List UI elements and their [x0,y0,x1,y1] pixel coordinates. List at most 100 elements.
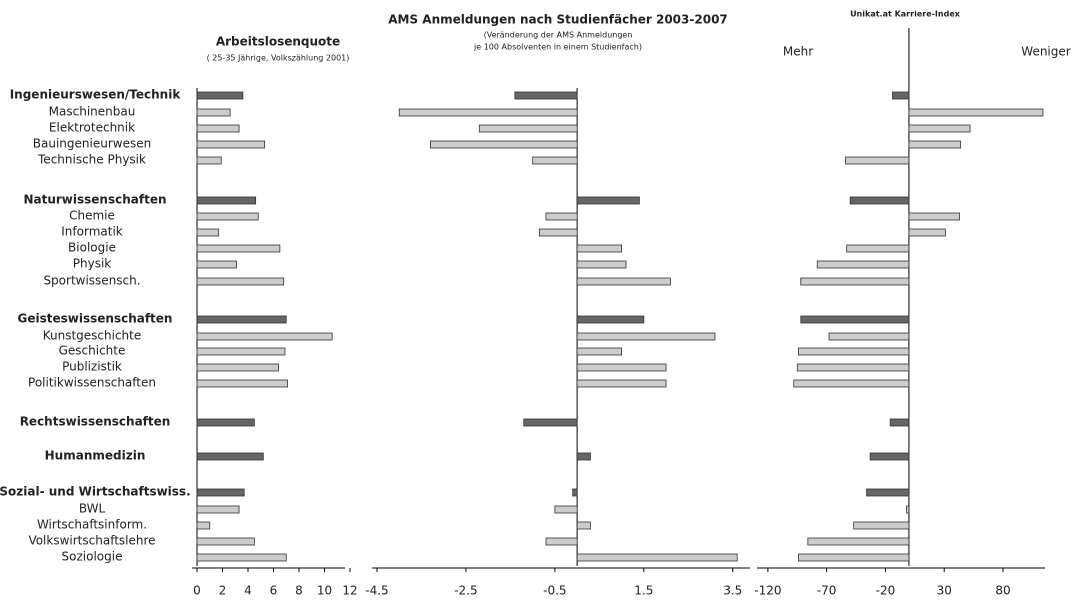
bar [196,537,255,546]
bar [196,140,265,149]
bar [798,347,910,356]
bar [196,521,211,530]
category-label: Volkswirtschaftslehre [28,534,155,548]
bar [196,505,240,514]
bar [849,196,910,205]
category-label: Geschichte [59,344,126,358]
category-label: BWL [79,502,106,516]
bar [196,418,255,427]
bar [576,363,667,372]
category-label: Biologie [68,241,116,255]
bar [793,379,910,388]
x-tick-label: -70 [817,584,837,598]
x-tick-label: -4.5 [365,584,388,598]
panel-subtitle: (Veränderung der AMS Anmeldungen [484,31,633,40]
bar [908,140,962,149]
bar [196,196,257,205]
category-label: Soziologie [62,550,123,564]
bar [538,228,578,237]
bar [554,505,578,514]
bar [523,418,578,427]
bar [816,260,910,269]
x-tick-label: -0.5 [543,584,566,598]
bar [196,315,287,324]
bar [196,124,240,133]
bar [196,332,333,341]
bar [576,244,622,253]
bar [478,124,578,133]
bar [196,553,287,562]
bar [196,363,279,372]
x-tick-label: -20 [876,584,896,598]
x-tick-label: 4 [244,584,252,598]
category-label: Elektrotechnik [49,121,135,135]
bar [576,347,622,356]
bar [576,277,671,286]
bar [576,260,627,269]
category-label: Politikwissenschaften [28,376,156,390]
x-tick-label: 3.5 [723,584,742,598]
bar [398,108,578,117]
bar [853,521,910,530]
x-tick-label: 80 [995,584,1010,598]
side-label: Mehr [783,45,813,59]
panel-title: Unikat.at Karriere-Index [850,10,961,19]
x-tick-label: 30 [937,584,952,598]
bar [828,332,910,341]
x-tick-label: -2.5 [454,584,477,598]
bar [908,124,971,133]
bar [196,228,220,237]
category-label: Ingenieurswesen/Technik [10,88,182,102]
x-tick-label: 8 [295,584,303,598]
bar [866,488,910,497]
bar [196,379,288,388]
bar [514,91,578,100]
bar [807,537,910,546]
bar [576,196,640,205]
bar [572,488,578,497]
bar [545,537,578,546]
x-tick-label: 0 [193,584,201,598]
category-label: Kunstgeschichte [43,329,142,343]
category-label: Geisteswissenschaften [18,312,173,326]
category-label: Maschinenbau [49,105,136,119]
x-tick-label: 12 [342,584,357,598]
panel-subtitle: je 100 Absolventen in einem Studienfach) [473,43,642,52]
bar [196,108,231,117]
x-tick-label: 1.5 [634,584,653,598]
bar [429,140,578,149]
bar [196,452,264,461]
bar [906,505,910,514]
bar [576,379,667,388]
side-label: Weniger [1021,45,1070,59]
bar [800,277,910,286]
category-label: Wirtschaftsinform. [37,518,147,532]
category-label: Sportwissensch. [43,274,140,288]
bar [796,363,910,372]
panel-subtitle: ( 25-35 Jährige, Volkszählung 2001) [207,54,350,63]
bar [798,553,910,562]
bar [196,347,286,356]
bar [196,260,237,269]
x-tick-label: 10 [317,584,332,598]
category-label: Physik [73,257,112,271]
bar [908,212,960,221]
bar [576,332,716,341]
bar [908,228,946,237]
bar [576,315,645,324]
x-tick-label: -120 [754,584,781,598]
x-tick-label: 2 [219,584,227,598]
category-label: Rechtswissenschaften [20,415,171,429]
bar [889,418,910,427]
panel-title: Arbeitslosenquote [216,35,340,49]
bar [196,212,259,221]
category-label: Sozial- und Wirtschaftswiss. [0,485,191,499]
bar [845,156,910,165]
category-label: Publizistik [62,360,122,374]
bar [196,91,244,100]
x-tick-label: 6 [270,584,278,598]
category-label: Naturwissenschaften [23,193,166,207]
bar [196,156,222,165]
bar [576,553,738,562]
